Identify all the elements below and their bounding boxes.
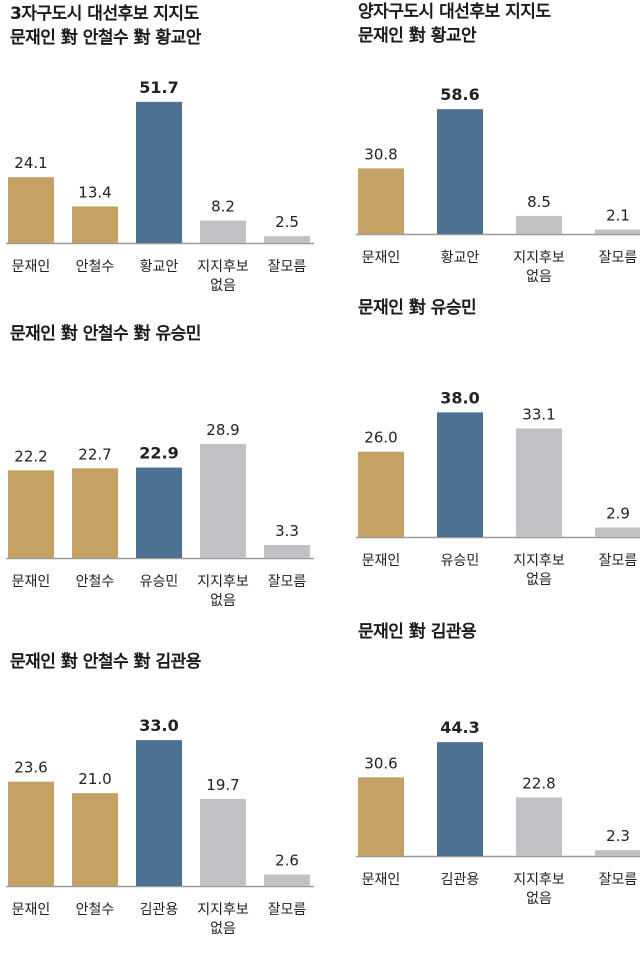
chart-2-category-label-2: 황교안 (441, 250, 480, 266)
chart-5-category-label-1: 문재인 (12, 902, 51, 918)
chart-6-category-label-2: 김관용 (441, 872, 480, 888)
chart-3-bar-2 (72, 468, 118, 558)
chart-5-value-label-1: 23.6 (14, 759, 47, 777)
chart-6-category-label-1: 문재인 (362, 872, 401, 888)
chart-2-category-label-4: 잘모름 (599, 250, 638, 266)
chart-2-value-label-1: 30.8 (364, 145, 397, 163)
chart-6-category-label-4: 잘모름 (599, 872, 638, 888)
chart-3-category-label-5: 잘모름 (268, 574, 307, 590)
chart-6-value-label-4: 2.3 (606, 827, 630, 845)
chart-3-value-label-4: 28.9 (206, 421, 239, 439)
chart-5-bar-4 (200, 798, 246, 886)
chart-2-category-label-1: 문재인 (362, 250, 401, 266)
chart-5-category-label-4: 지지후보 없음 (197, 902, 249, 937)
chart-title-right-1: 양자구도시 대선후보 지지도 문재인 對 황교안 (358, 2, 551, 46)
chart-5-bar-2 (72, 793, 118, 886)
chart-5-bar-5 (264, 874, 310, 886)
chart-2-value-label-2: 58.6 (440, 85, 479, 104)
chart-4-bar-3 (516, 428, 562, 537)
chart-6-category-label-3: 지지후보 없음 (513, 872, 565, 907)
chart-4-value-label-3: 33.1 (522, 405, 555, 423)
chart-title-left-3: 문재인 對 안철수 對 김관용 (10, 652, 201, 672)
chart-3-value-label-5: 3.3 (275, 522, 299, 540)
chart-2-category-label-3: 지지후보 없음 (513, 250, 565, 285)
chart-3-category-label-4: 지지후보 없음 (197, 574, 249, 609)
chart-3-bar-4 (200, 443, 246, 558)
chart-2-value-label-3: 8.5 (527, 193, 551, 211)
chart-title-left-2: 문재인 對 안철수 對 유승민 (10, 324, 201, 344)
chart-title-left-1: 3자구도시 대선후보 지지도 문재인 對 안철수 對 황교안 (10, 4, 201, 48)
chart-4-category-label-2: 유승민 (441, 553, 480, 569)
chart-title-right-2: 문재인 對 유승민 (358, 298, 477, 318)
chart-1-value-label-3: 51.7 (139, 78, 178, 97)
chart-5-value-label-2: 21.0 (78, 770, 111, 788)
chart-6-value-label-1: 30.6 (364, 754, 397, 772)
chart-4-bar-1 (358, 451, 404, 537)
chart-5-category-label-2: 안철수 (76, 902, 115, 918)
chart-1-category-label-2: 안철수 (76, 259, 115, 275)
chart-3-category-label-3: 유승민 (140, 574, 179, 590)
chart-1-category-label-4: 지지후보 없음 (197, 259, 249, 294)
chart-5-value-label-3: 33.0 (139, 716, 178, 735)
chart-3-value-label-2: 22.7 (78, 445, 111, 463)
chart-1-bar-1 (8, 177, 54, 243)
chart-6-value-label-2: 44.3 (440, 718, 479, 737)
chart-1-value-label-1: 24.1 (14, 154, 47, 172)
chart-6-bar-2 (437, 742, 483, 856)
chart-5-category-label-5: 잘모름 (268, 902, 307, 918)
chart-3-category-label-2: 안철수 (76, 574, 115, 590)
chart-1-value-label-5: 2.5 (275, 213, 299, 231)
chart-4-category-label-4: 잘모름 (599, 553, 638, 569)
chart-1-category-label-1: 문재인 (12, 259, 51, 275)
chart-1-bar-2 (72, 206, 118, 243)
chart-4-value-label-2: 38.0 (440, 388, 479, 407)
chart-4-bar-4 (595, 527, 640, 537)
chart-2-bar-1 (358, 168, 404, 234)
chart-6-bar-4 (595, 850, 640, 856)
chart-2-bar-2 (437, 109, 483, 234)
chart-3-bar-1 (8, 470, 54, 558)
chart-5-bar-1 (8, 781, 54, 886)
chart-3-category-label-1: 문재인 (12, 574, 51, 590)
chart-1-bar-5 (264, 236, 310, 243)
chart-1-bar-4 (200, 220, 246, 243)
chart-1-category-label-3: 황교안 (140, 259, 179, 275)
chart-2-bar-3 (516, 215, 562, 234)
chart-5-value-label-5: 2.6 (275, 852, 299, 870)
chart-3-value-label-3: 22.9 (139, 444, 178, 463)
chart-4-category-label-1: 문재인 (362, 553, 401, 569)
chart-6-bar-1 (358, 777, 404, 856)
chart-2-value-label-4: 2.1 (606, 207, 630, 225)
chart-title-right-3: 문재인 對 김관용 (358, 622, 477, 642)
chart-1-value-label-4: 8.2 (211, 198, 235, 216)
chart-2-bar-4 (595, 229, 640, 234)
chart-3-value-label-1: 22.2 (14, 447, 47, 465)
chart-1-bar-3 (136, 101, 182, 243)
chart-1-category-label-5: 잘모름 (268, 259, 307, 275)
chart-4-category-label-3: 지지후보 없음 (513, 553, 565, 588)
chart-5-category-label-3: 김관용 (140, 902, 179, 918)
chart-3-bar-3 (136, 467, 182, 558)
chart-4-value-label-1: 26.0 (364, 429, 397, 447)
chart-6-bar-3 (516, 797, 562, 856)
chart-5-bar-3 (136, 740, 182, 886)
chart-6-value-label-3: 22.8 (522, 774, 555, 792)
chart-5-value-label-4: 19.7 (206, 776, 239, 794)
chart-3-bar-5 (264, 544, 310, 558)
chart-1-value-label-2: 13.4 (78, 183, 111, 201)
chart-4-bar-2 (437, 412, 483, 537)
chart-4-value-label-4: 2.9 (606, 504, 630, 522)
